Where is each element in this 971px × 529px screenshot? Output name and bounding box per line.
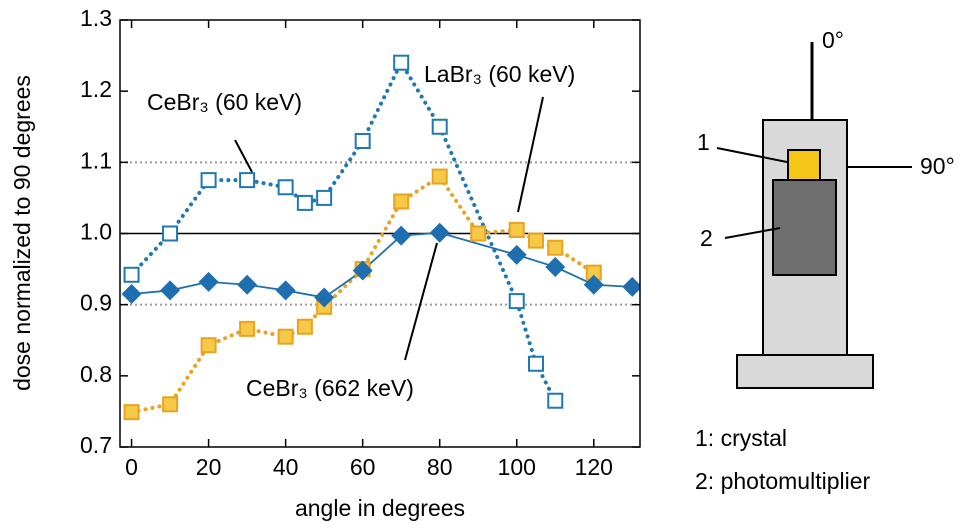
data-point xyxy=(198,271,219,292)
data-point xyxy=(162,225,179,242)
x-tick-label: 100 xyxy=(498,454,536,480)
data-point xyxy=(277,328,294,345)
crystal xyxy=(787,149,821,181)
y-tick-label: 0.7 xyxy=(80,432,112,458)
series-label: LaBr₃ (60 keV) xyxy=(424,61,575,87)
angle-top: 0° xyxy=(822,27,844,53)
x-tick-label: 60 xyxy=(350,454,376,480)
x-tick-label: 40 xyxy=(273,454,299,480)
y-tick-label: 1.1 xyxy=(80,147,112,173)
data-point xyxy=(528,232,544,249)
data-point xyxy=(123,404,140,421)
annotation-bg xyxy=(420,61,580,91)
legend-1: 1: crystal xyxy=(695,425,787,451)
series-label: CeBr₃ (60 keV) xyxy=(147,89,302,115)
photomultiplier xyxy=(772,179,837,276)
annotation-bg xyxy=(143,89,307,119)
data-point xyxy=(547,392,564,409)
legend-2: 2: photomultiplier xyxy=(695,468,870,494)
plot-area xyxy=(121,54,640,421)
y-tick-label: 0.9 xyxy=(80,290,112,316)
y-tick-label: 1.3 xyxy=(80,5,112,31)
data-point xyxy=(583,274,604,295)
data-point xyxy=(200,172,217,189)
data-point xyxy=(316,189,333,206)
annotation-bg xyxy=(242,375,418,405)
data-point xyxy=(622,276,640,297)
data-point xyxy=(393,54,410,71)
leader-1 xyxy=(716,147,788,163)
data-point xyxy=(275,280,296,301)
data-point xyxy=(200,337,217,354)
data-point xyxy=(162,396,179,413)
leader-line xyxy=(404,242,438,361)
x-tick-label: 0 xyxy=(125,454,138,480)
leader-line xyxy=(234,139,253,173)
part-1: 1 xyxy=(697,129,710,155)
data-point xyxy=(528,355,544,372)
data-point xyxy=(508,293,525,310)
part-2: 2 xyxy=(700,225,713,251)
series-label: CeBr₃ (662 keV) xyxy=(246,375,414,401)
data-point xyxy=(237,274,258,295)
data-point xyxy=(160,280,181,301)
y-axis-label: dose normalized to 90 degrees xyxy=(9,75,35,391)
data-point xyxy=(314,287,335,308)
detector-diagram: 0° 90° 1 2 1: crystal 2: photomultiplier xyxy=(695,27,955,494)
data-point xyxy=(470,225,487,242)
data-point xyxy=(354,132,371,149)
data-point xyxy=(296,194,313,211)
data-point xyxy=(296,318,313,335)
data-point xyxy=(393,193,410,210)
data-point xyxy=(506,244,527,265)
data-point xyxy=(121,283,142,304)
x-axis-label: angle in degrees xyxy=(295,495,465,521)
data-point xyxy=(277,179,294,196)
data-point xyxy=(391,225,412,246)
y-tick-label: 0.8 xyxy=(80,361,112,387)
data-point xyxy=(545,256,566,277)
data-point xyxy=(123,266,140,283)
x-tick-label: 20 xyxy=(196,454,222,480)
data-point xyxy=(547,239,564,256)
angle-side: 90° xyxy=(920,153,955,179)
x-tick-label: 120 xyxy=(575,454,613,480)
data-point xyxy=(352,260,373,281)
data-point xyxy=(239,320,256,337)
data-point xyxy=(429,222,450,243)
base xyxy=(736,354,874,389)
data-point xyxy=(508,221,525,238)
x-tick-label: 80 xyxy=(427,454,453,480)
data-point xyxy=(431,168,448,185)
leader-2 xyxy=(724,227,781,239)
plot-frame xyxy=(119,19,641,448)
y-tick-label: 1.0 xyxy=(80,219,112,245)
y-tick-label: 1.2 xyxy=(80,76,112,102)
data-point xyxy=(239,172,256,189)
data-point xyxy=(431,118,448,135)
leader-line xyxy=(517,96,544,213)
